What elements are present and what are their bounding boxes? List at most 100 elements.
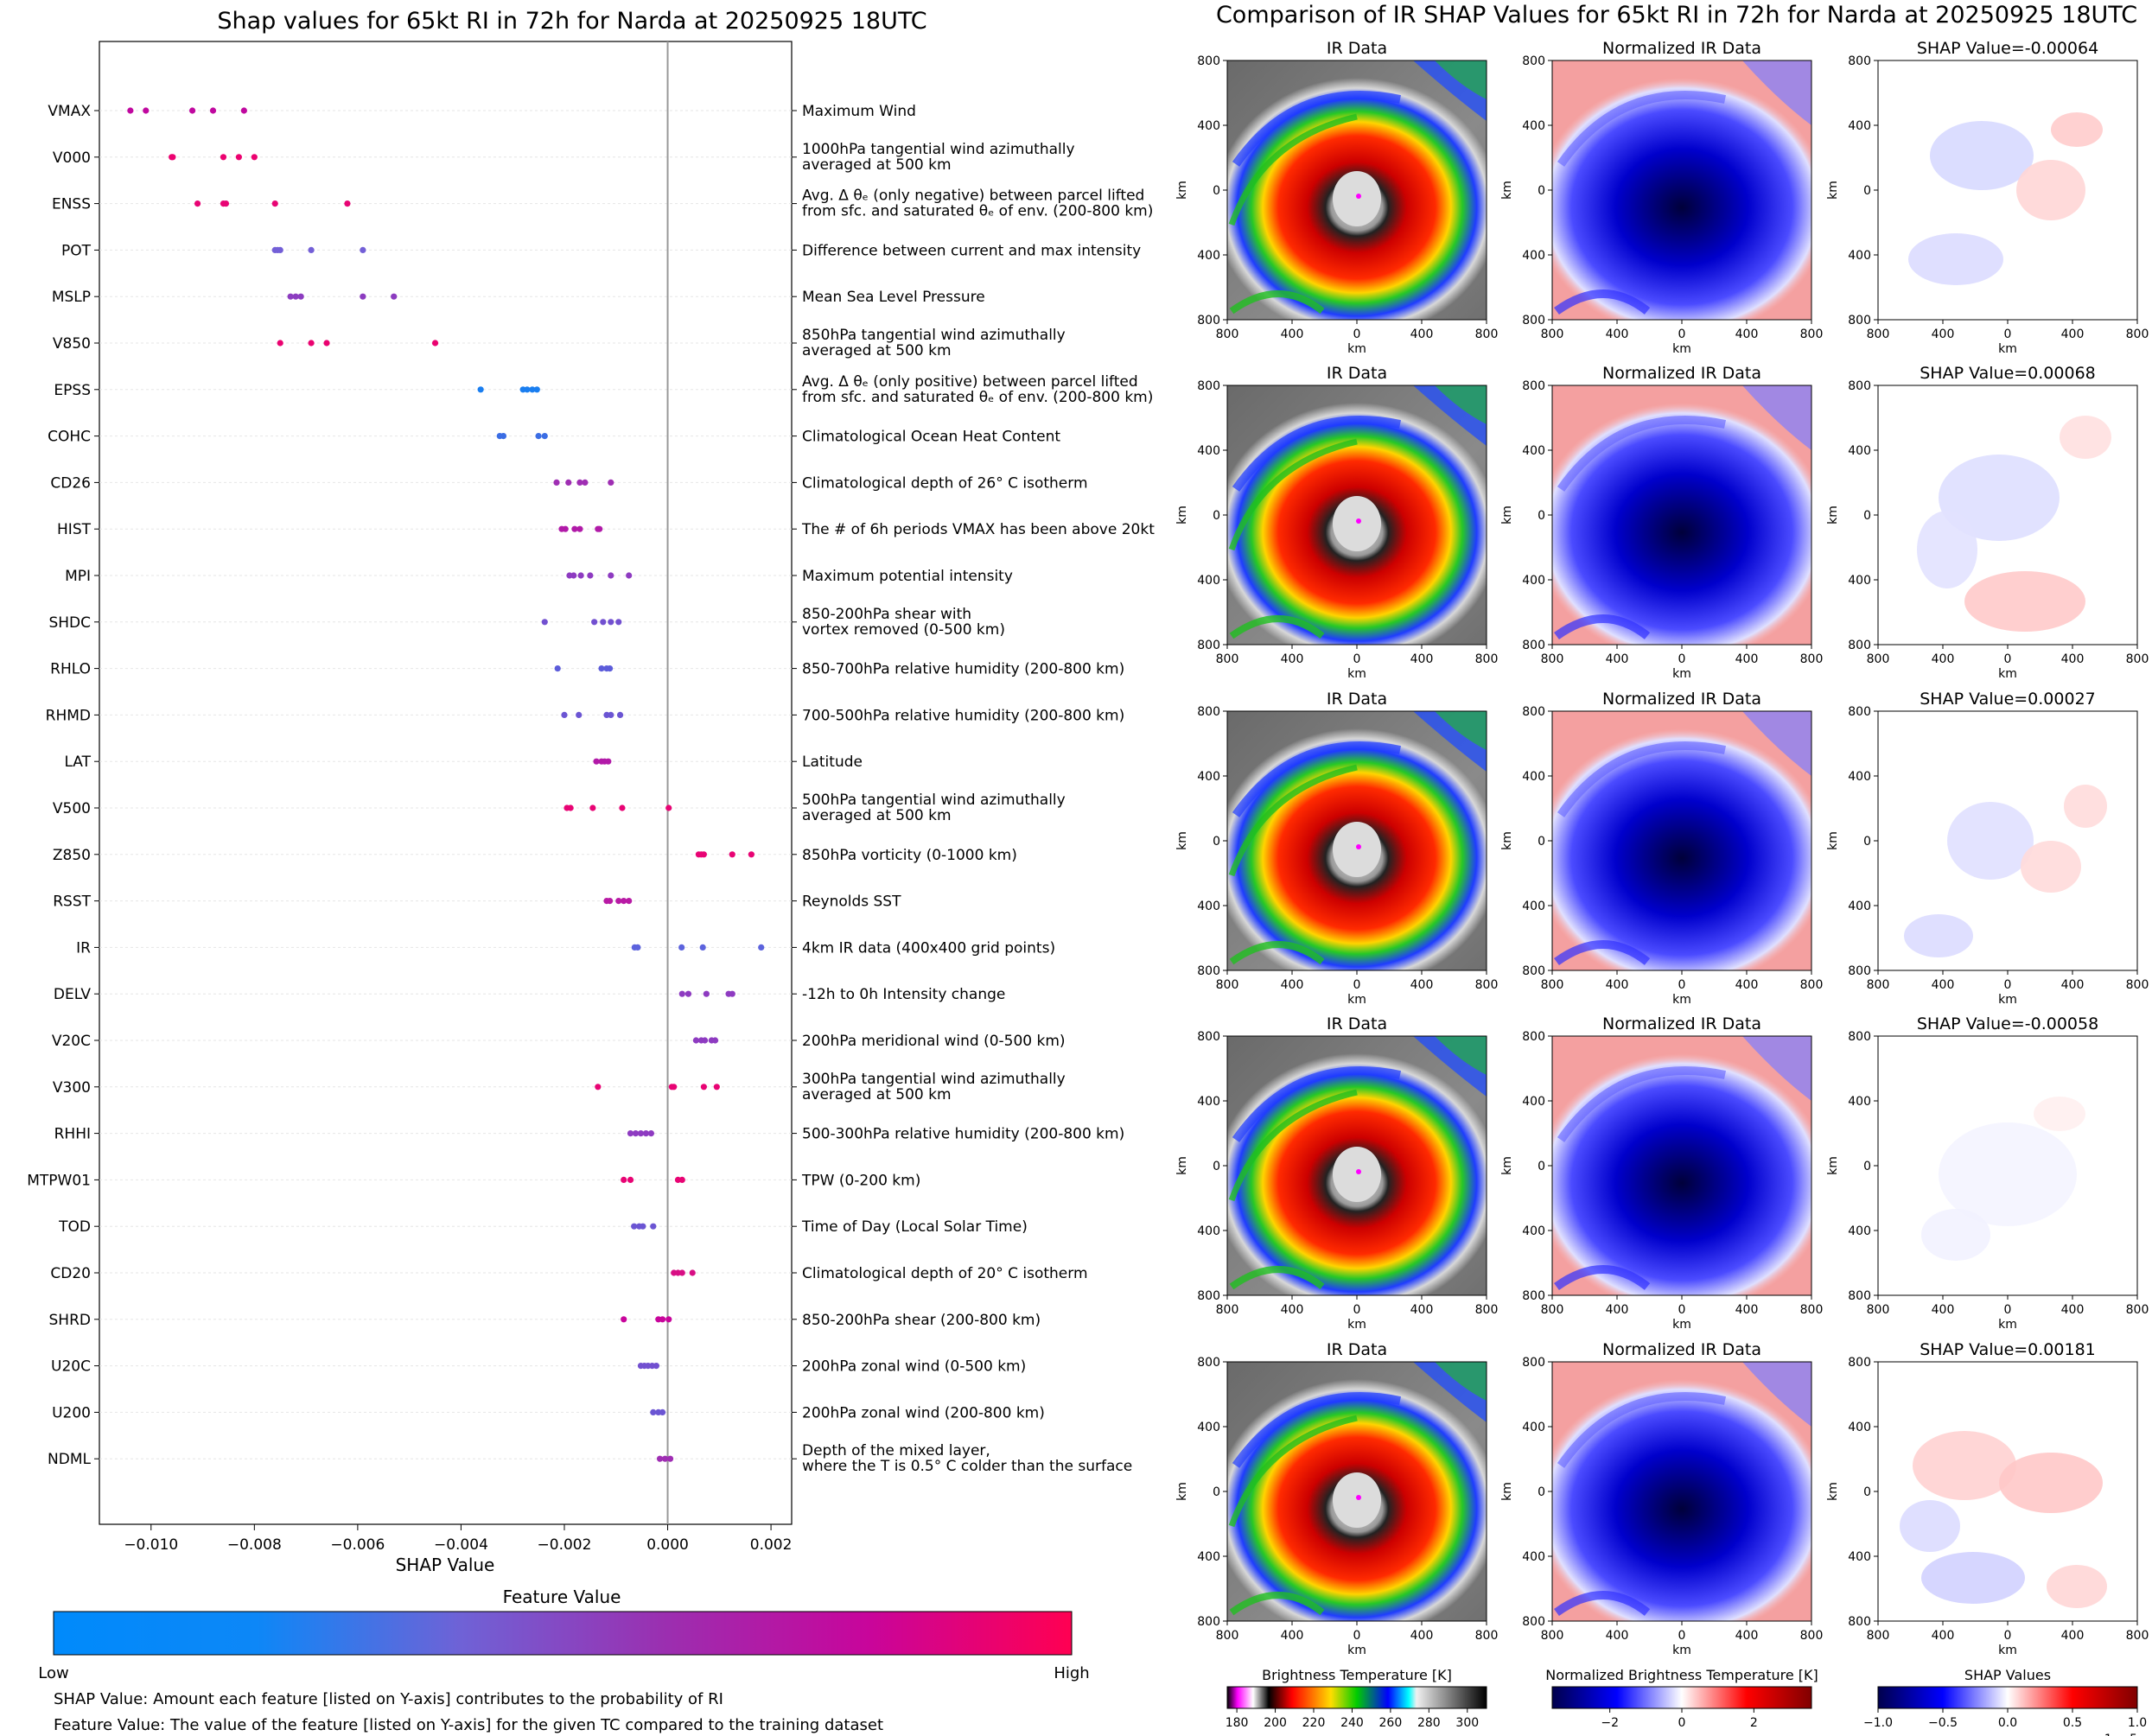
- feature-name-label: LAT: [64, 754, 91, 771]
- y-tick-label: 400: [1197, 119, 1220, 133]
- colorbar-low-label: Low: [38, 1664, 68, 1682]
- y-tick-label: 0: [1863, 835, 1871, 849]
- x-tick-label: 400: [1606, 1303, 1629, 1317]
- x-tick-label: 0: [1353, 978, 1361, 992]
- y-axis-label: km: [1826, 1482, 1840, 1501]
- shap-point: [700, 1084, 707, 1091]
- y-tick-label: 0: [1213, 1485, 1220, 1499]
- x-tick-label: 800: [1867, 652, 1890, 666]
- shap-point: [647, 1130, 655, 1137]
- feature-grid-lines: [94, 110, 797, 1459]
- y-tick-label: 800: [1522, 639, 1545, 652]
- shap-point: [541, 619, 548, 626]
- y-tick-label: 800: [1197, 54, 1220, 68]
- shap-point: [565, 479, 572, 486]
- shap-point: [621, 1176, 627, 1183]
- shap-point: [606, 665, 614, 672]
- shap-point: [678, 1269, 685, 1276]
- x-axis-label: km: [1672, 1318, 1691, 1332]
- feature-value-colorbar: [53, 1611, 1073, 1656]
- x-tick-label: 800: [1867, 1629, 1890, 1643]
- y-tick-label: 0: [1213, 1160, 1220, 1173]
- y-tick-label: 400: [1197, 249, 1220, 263]
- shap-point: [621, 898, 627, 905]
- shap-point: [608, 619, 614, 626]
- feature-name-label: SHRD: [49, 1312, 91, 1329]
- image-row: IR Data Normalized IR Data SHAP Value=0.00…: [1175, 1340, 2149, 1657]
- x-tick-label: 800: [1475, 978, 1499, 992]
- shap-point: [360, 246, 366, 253]
- shap-point: [292, 293, 299, 300]
- x-tick-label: 800: [1541, 652, 1564, 666]
- shap-point: [627, 1176, 634, 1183]
- shap-point: [627, 1130, 634, 1137]
- feature-description: averaged at 500 km: [802, 1086, 952, 1103]
- image-colorbar: [1877, 1686, 2138, 1709]
- x-tick-label: 0: [1353, 1303, 1361, 1317]
- shap-point: [689, 1269, 696, 1276]
- shap-ir-image: [1878, 1036, 2137, 1295]
- shap-subplot-title: SHAP Value=-0.00064: [1917, 39, 2098, 58]
- feature-name-label: U200: [52, 1404, 91, 1421]
- image-colorbars: Brightness Temperature [K] 180 200 220 240 26…: [1226, 1667, 2147, 1736]
- subplot-title: Normalized IR Data: [1602, 39, 1761, 58]
- storm-center-marker: [1356, 1495, 1361, 1500]
- x-axis-label: km: [1347, 1644, 1366, 1657]
- x-tick-label: 800: [1475, 327, 1499, 341]
- x-axis-label: km: [1672, 667, 1691, 681]
- shap-point: [562, 525, 569, 532]
- shap-ir-image: [1878, 1362, 2137, 1621]
- x-tick-label: 800: [1800, 1303, 1824, 1317]
- x-axis-label: km: [1347, 1318, 1366, 1332]
- subplot-title: Normalized IR Data: [1602, 1340, 1761, 1359]
- x-axis-label: km: [1672, 993, 1691, 1007]
- shap-point: [194, 200, 201, 207]
- x-axis-label: km: [1998, 1318, 2017, 1332]
- shap-point: [595, 1084, 602, 1091]
- colorbar-tick-label: 260: [1379, 1716, 1403, 1730]
- x-tick-label: 800: [1800, 1629, 1824, 1643]
- subplot-title: IR Data: [1327, 1340, 1387, 1359]
- colorbar-tick-label: 0.0: [1998, 1716, 2017, 1730]
- feature-description: Avg. Δ θₑ (only positive) between parcel…: [802, 373, 1138, 391]
- shap-point: [277, 246, 283, 253]
- right-figure-title: Comparison of IR SHAP Values for 65kt RI…: [1216, 2, 2137, 29]
- feature-description: TPW (0-200 km): [801, 1172, 920, 1189]
- shap-point: [729, 990, 735, 997]
- feature-description: averaged at 500 km: [802, 807, 952, 824]
- x-tick-label: 0: [2004, 1303, 2012, 1317]
- y-tick-label: 800: [1522, 964, 1545, 978]
- storm-center-marker: [1356, 1169, 1361, 1174]
- y-tick-label: 800: [1522, 1356, 1545, 1370]
- feature-name-label: RHLO: [50, 661, 91, 678]
- subplot-title: Normalized IR Data: [1602, 690, 1761, 709]
- shap-point: [608, 479, 614, 486]
- shap-point: [567, 804, 574, 811]
- shap-point: [287, 293, 294, 300]
- y-tick-label: 400: [1522, 1421, 1545, 1434]
- x-tick-label: 800: [1867, 327, 1890, 341]
- image-colorbar: [1551, 1686, 1812, 1709]
- y-tick-label: 400: [1848, 900, 1871, 913]
- feature-description: Maximum potential intensity: [802, 568, 1013, 585]
- x-tick-label: 800: [2126, 652, 2149, 666]
- feature-description: Maximum Wind: [802, 103, 916, 120]
- x-tick-label: 800: [1541, 1303, 1564, 1317]
- y-tick-label: 800: [1522, 1030, 1545, 1044]
- shap-point: [619, 804, 626, 811]
- colorbar-offset-label: 1e−5: [2104, 1733, 2137, 1736]
- x-axis-label: SHAP Value: [396, 1555, 495, 1575]
- shap-point: [570, 572, 577, 579]
- ir-data-image: [1227, 711, 1487, 970]
- y-tick-label: 800: [1522, 705, 1545, 719]
- shap-point: [553, 479, 560, 486]
- footnote-shap-value: SHAP Value: Amount each feature [listed …: [54, 1690, 723, 1708]
- x-axis-label: km: [1998, 1644, 2017, 1657]
- y-tick-label: 400: [1848, 1421, 1871, 1434]
- shap-point: [666, 1455, 674, 1462]
- y-tick-label: 800: [1522, 314, 1545, 327]
- feature-name-label: V500: [53, 800, 91, 817]
- shap-point: [596, 525, 603, 532]
- shap-point: [656, 1455, 664, 1462]
- y-tick-label: 400: [1197, 1095, 1220, 1109]
